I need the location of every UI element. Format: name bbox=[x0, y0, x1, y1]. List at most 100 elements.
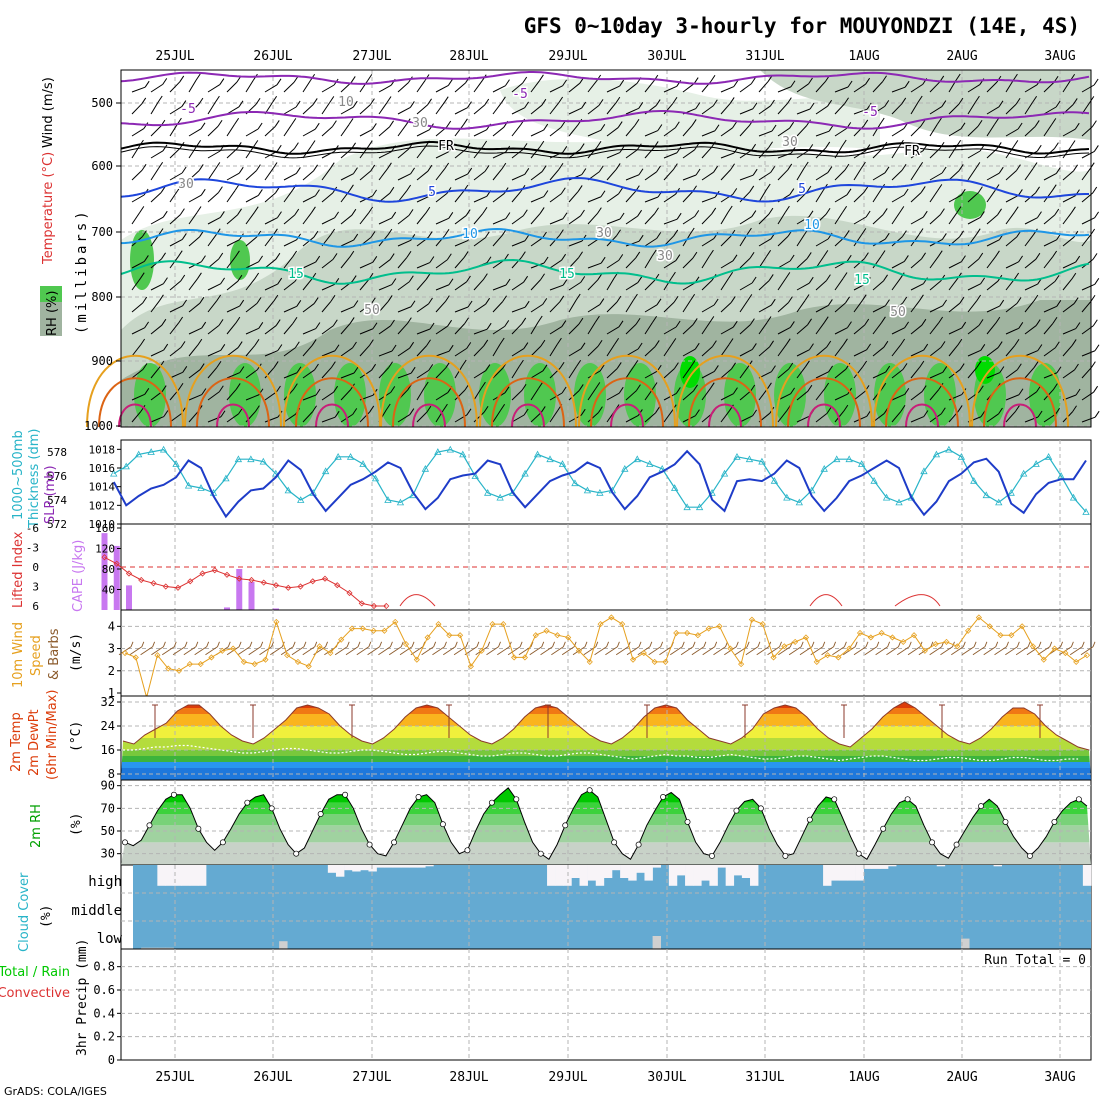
rh-green-blob bbox=[379, 363, 411, 427]
wind-barb-flag bbox=[923, 343, 929, 351]
wind-barb bbox=[910, 300, 920, 313]
temperature-band bbox=[121, 756, 1091, 762]
wind-barb bbox=[1024, 168, 1034, 181]
wind-barb-flag bbox=[995, 316, 1001, 324]
wind-barb bbox=[720, 326, 734, 335]
wind-barb bbox=[454, 190, 465, 203]
surface-wind-barb bbox=[388, 646, 402, 656]
wind-barb bbox=[264, 391, 277, 401]
precip-tick-label: 0.8 bbox=[93, 960, 115, 974]
wind-barb bbox=[720, 127, 733, 137]
wind-barb-flag bbox=[900, 404, 906, 412]
wind-barb bbox=[853, 216, 867, 225]
wind-barb-flag bbox=[711, 207, 717, 215]
wind-barb bbox=[188, 411, 199, 423]
wind-barb bbox=[207, 125, 219, 137]
wind-barb bbox=[872, 105, 886, 115]
wind-barb-flag bbox=[348, 118, 354, 125]
wind-barb-flag bbox=[372, 189, 377, 197]
wind-barb bbox=[1005, 411, 1016, 423]
wind-barb bbox=[302, 170, 314, 181]
lifted-marker bbox=[370, 602, 378, 610]
wind-barb bbox=[777, 260, 791, 269]
diurnal-isotherm bbox=[479, 354, 577, 428]
wind-barb-flag bbox=[257, 122, 263, 130]
wind-barb bbox=[207, 234, 217, 247]
wind-barb-flag bbox=[199, 296, 205, 304]
wind-tick-label: 2 bbox=[108, 664, 115, 678]
wind-barb bbox=[701, 346, 713, 357]
wind-barb bbox=[587, 321, 596, 335]
wind-barb-flag bbox=[597, 273, 603, 281]
wind-speed-marker bbox=[521, 654, 528, 661]
wind-barb-flag bbox=[881, 382, 887, 390]
wind-speed-marker bbox=[716, 623, 723, 630]
wind-barb-flag bbox=[656, 165, 661, 173]
wind-barb-flag bbox=[672, 96, 678, 104]
wind-barb bbox=[340, 173, 354, 181]
surface-wind-barb-flag bbox=[692, 641, 696, 647]
wind-barb bbox=[606, 127, 619, 137]
slp-label: SLP (mb) bbox=[43, 465, 58, 524]
wind-barb-flag bbox=[276, 144, 282, 152]
wind-barb-flag bbox=[522, 76, 528, 84]
thickness-marker bbox=[795, 498, 803, 506]
wind-barb-flag bbox=[712, 99, 718, 107]
wind-speed-marker bbox=[175, 667, 183, 674]
wind-speed-marker bbox=[965, 627, 972, 634]
cloud-high-bar bbox=[352, 865, 361, 872]
thickness-marker bbox=[122, 462, 130, 470]
cloud-high-bar bbox=[839, 865, 848, 881]
wind-barb bbox=[796, 415, 810, 423]
wind-barb bbox=[948, 170, 960, 181]
wind-barb bbox=[340, 323, 351, 335]
wind-barb-flag bbox=[294, 341, 300, 349]
cloud-high-bar bbox=[555, 865, 564, 886]
wind-barb bbox=[568, 323, 580, 335]
wind-barb bbox=[568, 215, 581, 225]
wind-barb bbox=[207, 349, 221, 357]
wind-barb bbox=[644, 80, 655, 93]
cloud-low-bar bbox=[165, 947, 174, 949]
wind-barb-flag bbox=[464, 317, 469, 325]
date-labels-top: 25JUL 26JUL 27JUL 28JUL 29JUL 30JUL 31JUL 1AUG 2… bbox=[155, 49, 1075, 64]
temp-tick-label: 8 bbox=[108, 767, 115, 781]
wind-barb-flag bbox=[749, 251, 755, 259]
surface-wind-barb bbox=[172, 646, 186, 656]
rh-marker bbox=[806, 816, 813, 823]
temp-label-1: 2m Temp bbox=[9, 712, 24, 772]
rh-marker bbox=[904, 796, 911, 803]
cloud-high-bar bbox=[409, 865, 418, 868]
wind-speed-marker bbox=[273, 618, 280, 625]
wind-barb bbox=[587, 345, 599, 357]
surface-wind-barb-flag bbox=[908, 641, 912, 647]
wind-barb bbox=[967, 192, 979, 203]
surface-wind-barb-flag bbox=[1049, 641, 1053, 647]
lifted-tick-label: -6 bbox=[26, 522, 39, 535]
wind-speed-marker bbox=[727, 645, 734, 652]
wind-barb bbox=[891, 410, 902, 423]
wind-barb-flag bbox=[540, 339, 546, 347]
wind-barb bbox=[910, 283, 924, 291]
wind-barb bbox=[967, 84, 981, 93]
wind-label: Wind (m/s) bbox=[41, 77, 56, 148]
wind-barb-flag bbox=[484, 98, 490, 106]
wind-barb bbox=[815, 280, 827, 291]
wind-barb bbox=[397, 323, 408, 335]
wind-barb bbox=[473, 411, 485, 423]
wind-barb-flag bbox=[293, 142, 299, 149]
wind-barb-flag bbox=[902, 296, 908, 304]
wind-barb-flag bbox=[467, 234, 473, 241]
wind-barb-flag bbox=[695, 102, 701, 109]
wind-barb-flag bbox=[465, 209, 471, 216]
wind-barb bbox=[473, 129, 487, 137]
wind-barb bbox=[587, 412, 599, 423]
lifted-marker bbox=[101, 554, 108, 561]
wind-barb bbox=[264, 258, 277, 269]
wind-barb-flag bbox=[880, 250, 886, 257]
wind-barb bbox=[1081, 416, 1096, 423]
surface-wind-barb-flag bbox=[746, 641, 750, 647]
wind-barb-flag bbox=[484, 165, 490, 172]
wind-barb bbox=[226, 372, 241, 379]
